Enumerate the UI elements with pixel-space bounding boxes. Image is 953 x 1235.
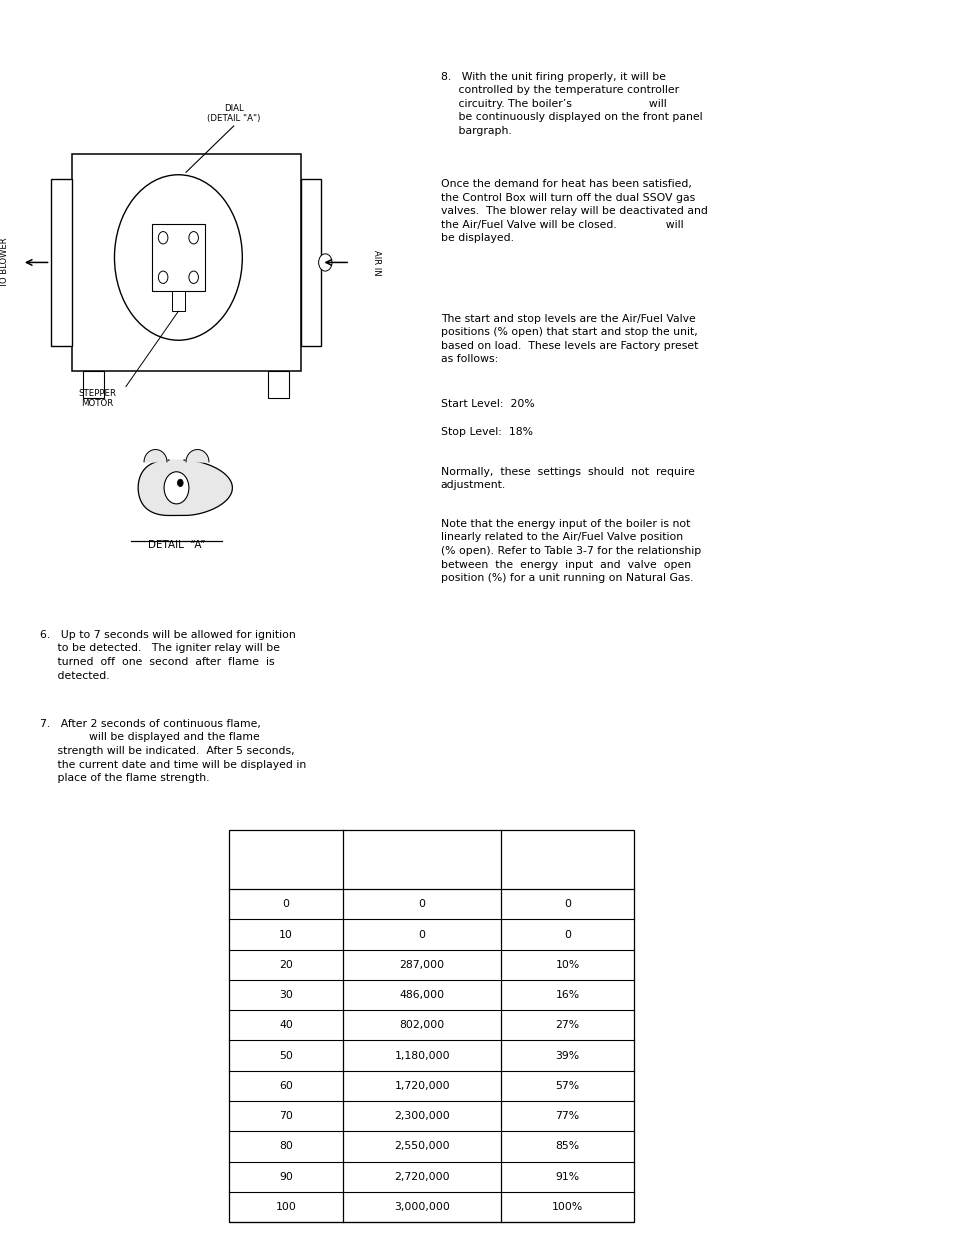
Text: 90: 90 [279,1172,293,1182]
Circle shape [318,254,332,272]
Text: 91%: 91% [555,1172,579,1182]
Text: 2,550,000: 2,550,000 [394,1141,450,1151]
Text: 16%: 16% [555,990,579,1000]
Polygon shape [138,461,233,515]
Circle shape [189,232,198,245]
Text: 20: 20 [279,960,293,969]
Text: Start Level:  20%: Start Level: 20% [440,399,534,409]
Text: The start and stop levels are the Air/Fuel Valve
positions (% open) that start a: The start and stop levels are the Air/Fu… [440,314,698,364]
Text: 100%: 100% [552,1202,582,1212]
Bar [268,370,289,398]
Text: 0: 0 [418,899,425,909]
Circle shape [114,175,242,341]
Bar [71,154,300,370]
Polygon shape [144,450,167,462]
Text: 0: 0 [418,930,425,940]
Text: DETAIL  “A”: DETAIL “A” [148,540,205,550]
Circle shape [158,232,168,245]
Bar [152,224,204,291]
Bar [172,291,185,311]
Text: 1,720,000: 1,720,000 [394,1081,450,1091]
Circle shape [177,479,183,487]
Text: Note that the energy input of the boiler is not
linearly related to the Air/Fuel: Note that the energy input of the boiler… [440,519,700,583]
Text: 10%: 10% [555,960,579,969]
Bar [51,179,71,346]
Text: 10: 10 [279,930,293,940]
Text: 40: 40 [279,1020,293,1030]
Text: 70: 70 [279,1112,293,1121]
Text: AIR IN: AIR IN [372,249,381,275]
Text: TO BLOWER: TO BLOWER [0,237,10,288]
Circle shape [189,272,198,284]
Text: 486,000: 486,000 [399,990,444,1000]
Text: 0: 0 [282,899,290,909]
Text: 30: 30 [279,990,293,1000]
Text: 77%: 77% [555,1112,579,1121]
Text: 2,300,000: 2,300,000 [394,1112,450,1121]
Text: 6.   Up to 7 seconds will be allowed for ignition
     to be detected.   The ign: 6. Up to 7 seconds will be allowed for i… [40,630,295,680]
Text: Normally,  these  settings  should  not  require
adjustment.: Normally, these settings should not requ… [440,467,694,490]
Polygon shape [186,450,209,462]
Text: 2,720,000: 2,720,000 [394,1172,450,1182]
Text: 39%: 39% [555,1051,579,1061]
Text: 802,000: 802,000 [399,1020,444,1030]
Text: Once the demand for heat has been satisfied,
the Control Box will turn off the d: Once the demand for heat has been satisf… [440,179,707,243]
Text: 7.   After 2 seconds of continuous flame,
              will be displayed and th: 7. After 2 seconds of continuous flame, … [40,719,306,783]
Text: 50: 50 [279,1051,293,1061]
Text: 1,180,000: 1,180,000 [394,1051,450,1061]
Text: DIAL
(DETAIL "A"): DIAL (DETAIL "A") [207,104,260,124]
Text: 57%: 57% [555,1081,579,1091]
Bar [300,179,321,346]
Text: 85%: 85% [555,1141,579,1151]
Text: Stop Level:  18%: Stop Level: 18% [440,427,532,437]
Text: 8.   With the unit firing properly, it will be
     controlled by the temperatur: 8. With the unit firing properly, it wil… [440,72,701,136]
Text: 0: 0 [563,899,571,909]
Text: 287,000: 287,000 [399,960,444,969]
Circle shape [158,272,168,284]
Text: 3,000,000: 3,000,000 [394,1202,450,1212]
Text: 80: 80 [279,1141,293,1151]
Text: 60: 60 [279,1081,293,1091]
Text: STEPPER
MOTOR: STEPPER MOTOR [78,389,116,409]
Text: 100: 100 [275,1202,296,1212]
Bar [83,370,104,398]
Bar [229,830,634,1223]
Circle shape [164,472,189,504]
Text: 0: 0 [563,930,571,940]
Text: 27%: 27% [555,1020,579,1030]
